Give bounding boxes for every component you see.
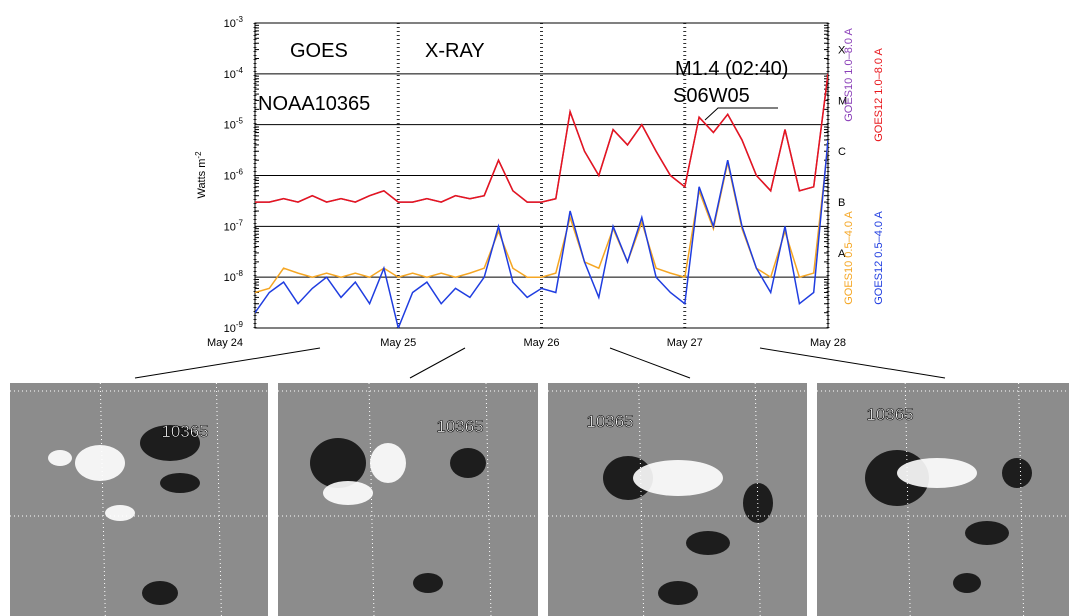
coord-line <box>904 382 911 616</box>
magnetic-region <box>450 448 486 478</box>
panel-label: 10365 <box>436 417 483 436</box>
magnetogram: 10365 <box>10 382 268 616</box>
y-tick-exponent: -5 <box>236 117 244 126</box>
x-tick-label: May 26 <box>523 337 559 349</box>
y-tick-base: 10 <box>224 18 236 30</box>
y-tick-label: 10-4 <box>224 66 244 81</box>
connector <box>409 347 466 379</box>
y2-tick-label: B <box>838 197 845 209</box>
magnetic-region <box>686 531 730 555</box>
y-tick-label: 10-5 <box>224 117 244 132</box>
magnetic-region <box>413 573 443 593</box>
legend-entry: GOES12 0.5–4.0 A <box>873 211 885 305</box>
y2-tick-label: A <box>838 248 846 260</box>
magnetic-region <box>953 573 981 593</box>
x-tick-label: May 27 <box>667 337 703 349</box>
magnetogram-bg <box>10 383 268 616</box>
magnetogram-bg <box>817 383 1069 616</box>
annotation: S06W05 <box>673 85 750 107</box>
magnetogram-bg <box>278 383 538 616</box>
x-tick-label: May 25 <box>380 337 416 349</box>
y-tick-exponent: -8 <box>236 269 244 278</box>
magnetic-region <box>142 581 178 605</box>
y-tick-label: 10-9 <box>224 320 244 335</box>
y-tick-exponent: -7 <box>236 218 244 227</box>
legend-entry: GOES10 0.5–4.0 A <box>843 211 855 305</box>
magnetic-region <box>323 481 373 505</box>
connectors <box>134 347 946 379</box>
y-tick-base: 10 <box>224 323 236 335</box>
y-tick-exponent: -6 <box>236 168 244 177</box>
y-tick-exponent: -3 <box>236 15 244 24</box>
magnetic-region <box>48 450 72 466</box>
y-tick-label: 10-8 <box>224 269 244 284</box>
coord-line <box>485 382 492 616</box>
legend-entry: GOES12 1.0–8.0 A <box>873 48 885 142</box>
magnetic-region <box>1002 458 1032 488</box>
coord-line <box>638 382 645 616</box>
magnetic-region <box>965 521 1009 545</box>
annotation: GOES <box>290 40 348 62</box>
y-tick-base: 10 <box>224 120 236 132</box>
magnetogram: 10365 <box>817 382 1069 616</box>
panel-label: 10365 <box>161 422 208 441</box>
x-tick-label: May 24 <box>207 337 243 349</box>
coord-line <box>99 382 106 616</box>
coord-line <box>368 382 375 616</box>
y-tick-exponent: -9 <box>236 320 244 329</box>
magnetic-region <box>140 425 200 461</box>
y-axis-label: Watts m-2 <box>194 151 208 199</box>
y2-tick-label: C <box>838 146 846 158</box>
magnetic-region <box>370 443 406 483</box>
x-tick-label: May 28 <box>810 337 846 349</box>
series-line <box>255 139 828 328</box>
magnetograms: 10365 10365 10365 10365 <box>10 382 1069 616</box>
series-line <box>255 73 828 203</box>
magnetic-region <box>160 473 200 493</box>
coord-line <box>215 382 222 616</box>
y-axis-label-exponent: -2 <box>194 151 203 159</box>
connector <box>609 347 691 379</box>
coord-line <box>754 382 761 616</box>
magnetic-region <box>658 581 698 605</box>
panel-label: 10365 <box>866 405 913 424</box>
magnetic-region <box>105 505 135 521</box>
annotation: NOAA10365 <box>258 93 370 115</box>
legend-entry: GOES10 1.0–8.0 A <box>843 28 855 122</box>
connector <box>759 347 946 379</box>
magnetogram: 10365 <box>548 382 807 616</box>
magnetogram: 10365 <box>278 382 538 616</box>
y-tick-base: 10 <box>224 69 236 81</box>
magnetic-region <box>633 460 723 496</box>
magnetic-region <box>310 438 366 488</box>
y-axis-label-text: Watts m <box>196 159 208 199</box>
magnetic-region <box>75 445 125 481</box>
annotation-pointer <box>704 107 778 121</box>
y-tick-base: 10 <box>224 171 236 183</box>
y-tick-label: 10-7 <box>224 218 244 233</box>
y-tick-label: 10-3 <box>224 15 244 30</box>
y-tick-base: 10 <box>224 221 236 233</box>
connector <box>134 347 321 379</box>
y-tick-exponent: -4 <box>236 66 244 75</box>
annotation: X-RAY <box>425 40 485 62</box>
y2-tick-label: X <box>838 45 846 57</box>
y-tick-base: 10 <box>224 272 236 284</box>
annotation: M1.4 (02:40) <box>675 58 788 80</box>
magnetic-region <box>897 458 977 488</box>
coord-line <box>1018 382 1025 616</box>
y2-tick-label: M <box>838 95 847 107</box>
panel-label: 10365 <box>586 412 633 431</box>
y-tick-label: 10-6 <box>224 168 244 183</box>
